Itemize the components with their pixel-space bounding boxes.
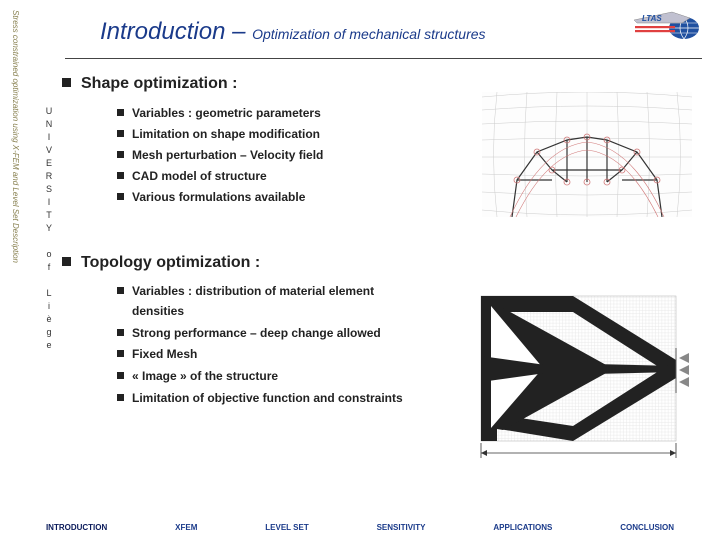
footer-item-levelset[interactable]: LEVEL SET (265, 523, 308, 532)
list-item-text: Limitation of objective function and con… (132, 389, 422, 409)
list-item-text: Variables : geometric parameters (132, 106, 321, 120)
topology-optimization-illustration (473, 288, 698, 463)
slide-header: Introduction – Optimization of mechanica… (100, 18, 700, 46)
bullet-square-icon (117, 172, 124, 179)
list-item-text: Various formulations available (132, 190, 305, 204)
list-item: Fixed Mesh (117, 345, 437, 365)
footer-item-introduction[interactable]: INTRODUCTION (46, 523, 107, 532)
footer-item-conclusion[interactable]: CONCLUSION (620, 523, 674, 532)
bullet-square-icon (117, 287, 124, 294)
title-main: Introduction (100, 18, 225, 45)
section1-heading: Shape optimization : (62, 75, 702, 93)
bullet-square-icon (117, 109, 124, 116)
list-item-text: « Image » of the structure (132, 367, 422, 387)
section2-heading: Topology optimization : (62, 254, 702, 272)
section2-heading-text: Topology optimization : (81, 254, 260, 271)
list-item-text: CAD model of structure (132, 169, 267, 183)
bullet-square-icon (117, 151, 124, 158)
footer-nav: INTRODUCTION XFEM LEVEL SET SENSITIVITY … (0, 523, 720, 532)
footer-item-xfem[interactable]: XFEM (175, 523, 197, 532)
footer-item-applications[interactable]: APPLICATIONS (493, 523, 552, 532)
thesis-title-vertical: Stress constrained optimization using X-… (2, 10, 20, 490)
list-item: Limitation of objective function and con… (117, 389, 437, 409)
svg-text:LTAS: LTAS (642, 14, 662, 23)
section2-list: Variables : distribution of material ele… (117, 282, 437, 409)
bullet-square-icon (117, 394, 124, 401)
list-item: « Image » of the structure (117, 367, 437, 387)
shape-optimization-illustration (482, 92, 692, 217)
title-separator: – (225, 18, 252, 45)
university-vertical: UNIVERSITY of Liège (40, 106, 54, 353)
list-item-text: Strong performance – deep change allowed (132, 324, 422, 344)
bullet-square-icon (117, 329, 124, 336)
list-item-text: Variables : distribution of material ele… (132, 282, 422, 322)
bullet-square-icon (117, 350, 124, 357)
bullet-square-icon (117, 372, 124, 379)
bullet-square-icon (117, 193, 124, 200)
footer-item-sensitivity[interactable]: SENSITIVITY (377, 523, 426, 532)
bullet-square-icon (117, 130, 124, 137)
list-item: Variables : distribution of material ele… (117, 282, 437, 322)
list-item-text: Mesh perturbation – Velocity field (132, 148, 323, 162)
list-item-text: Limitation on shape modification (132, 127, 320, 141)
ltas-logo: LTAS (632, 8, 702, 43)
title-subtitle: Optimization of mechanical structures (252, 26, 485, 42)
bullet-square-icon (62, 78, 71, 87)
list-item: Strong performance – deep change allowed (117, 324, 437, 344)
header-divider (65, 58, 702, 59)
section1-heading-text: Shape optimization : (81, 75, 237, 92)
bullet-square-icon (62, 257, 71, 266)
list-item-text: Fixed Mesh (132, 345, 422, 365)
